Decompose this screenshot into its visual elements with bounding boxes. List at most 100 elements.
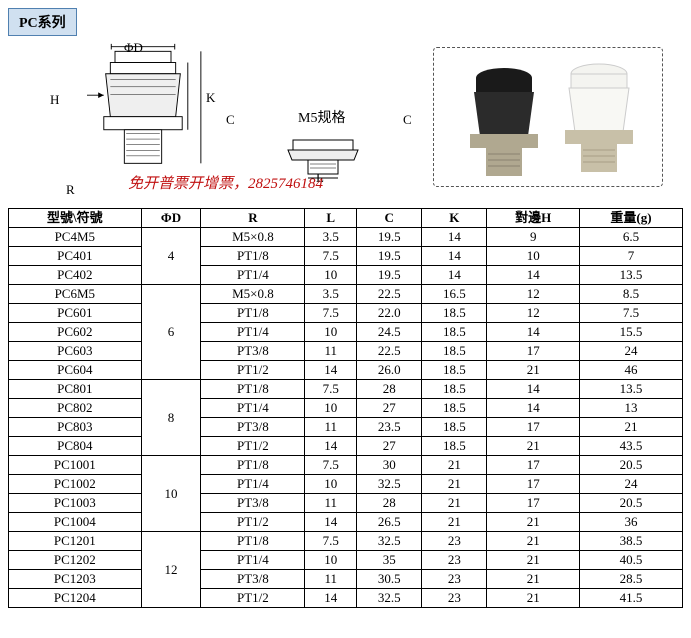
cell-value: 10	[305, 323, 357, 342]
cell-value: 11	[305, 494, 357, 513]
cell-value: 14	[305, 513, 357, 532]
cell-value: 17	[487, 418, 580, 437]
cell-value: 13.5	[580, 380, 683, 399]
cell-value: 17	[487, 475, 580, 494]
cell-phiD: 6	[141, 285, 201, 380]
cell-model: PC801	[9, 380, 142, 399]
cell-value: 11	[305, 342, 357, 361]
dim-H: H	[50, 92, 59, 108]
table-row: PC6M56M5×0.83.522.516.5128.5	[9, 285, 683, 304]
table-row: PC1002PT1/41032.5211724	[9, 475, 683, 494]
cell-model: PC802	[9, 399, 142, 418]
cell-value: 23.5	[357, 418, 422, 437]
cell-value: 14	[305, 589, 357, 608]
cell-value: 18.5	[422, 304, 487, 323]
col-H: 對邊H	[487, 209, 580, 228]
cell-value: 16.5	[422, 285, 487, 304]
col-phiD: ΦD	[141, 209, 201, 228]
cell-value: 11	[305, 418, 357, 437]
cell-value: 14	[487, 380, 580, 399]
cell-value: 3.5	[305, 285, 357, 304]
cell-value: 24	[580, 342, 683, 361]
table-row: PC1202PT1/41035232140.5	[9, 551, 683, 570]
cell-value: 23	[422, 551, 487, 570]
cell-value: 6.5	[580, 228, 683, 247]
cell-value: 38.5	[580, 532, 683, 551]
table-row: PC603PT3/81122.518.51724	[9, 342, 683, 361]
cell-value: PT1/4	[201, 323, 305, 342]
col-C: C	[357, 209, 422, 228]
cell-value: 27	[357, 399, 422, 418]
main-fitting-drawing	[83, 42, 203, 182]
cell-value: PT1/4	[201, 399, 305, 418]
series-title-badge: PC系列	[8, 8, 77, 36]
cell-model: PC1001	[9, 456, 142, 475]
cell-value: 32.5	[357, 589, 422, 608]
table-row: PC401PT1/87.519.514107	[9, 247, 683, 266]
col-L: L	[305, 209, 357, 228]
cell-value: 23	[422, 570, 487, 589]
cell-value: 7.5	[305, 380, 357, 399]
table-row: PC1004PT1/21426.5212136	[9, 513, 683, 532]
cell-model: PC604	[9, 361, 142, 380]
cell-phiD: 12	[141, 532, 201, 608]
cell-value: 7.5	[580, 304, 683, 323]
cell-value: 21	[422, 475, 487, 494]
cell-value: 18.5	[422, 323, 487, 342]
table-row: PC803PT3/81123.518.51721	[9, 418, 683, 437]
cell-value: 21	[487, 570, 580, 589]
table-row: PC120112PT1/87.532.5232138.5	[9, 532, 683, 551]
cell-value: 13	[580, 399, 683, 418]
table-header-row: 型號\符號 ΦD R L C K 對邊H 重量(g)	[9, 209, 683, 228]
cell-model: PC804	[9, 437, 142, 456]
cell-value: 19.5	[357, 247, 422, 266]
cell-value: 30	[357, 456, 422, 475]
cell-model: PC602	[9, 323, 142, 342]
cell-value: PT1/2	[201, 361, 305, 380]
cell-value: PT3/8	[201, 570, 305, 589]
table-row: PC8018PT1/87.52818.51413.5	[9, 380, 683, 399]
cell-value: 21	[422, 513, 487, 532]
cell-value: 14	[305, 361, 357, 380]
cell-value: PT1/8	[201, 247, 305, 266]
cell-value: 14	[422, 228, 487, 247]
cell-value: PT1/4	[201, 475, 305, 494]
table-row: PC804PT1/2142718.52143.5	[9, 437, 683, 456]
cell-value: 21	[487, 532, 580, 551]
cell-value: 10	[487, 247, 580, 266]
cell-model: PC601	[9, 304, 142, 323]
cell-value: 12	[487, 304, 580, 323]
cell-value: 32.5	[357, 532, 422, 551]
cell-value: 7.5	[305, 456, 357, 475]
table-row: PC100110PT1/87.530211720.5	[9, 456, 683, 475]
cell-model: PC1002	[9, 475, 142, 494]
col-K: K	[422, 209, 487, 228]
cell-value: 21	[487, 589, 580, 608]
cell-value: 3.5	[305, 228, 357, 247]
cell-model: PC4M5	[9, 228, 142, 247]
table-row: PC1203PT3/81130.5232128.5	[9, 570, 683, 589]
cell-model: PC1003	[9, 494, 142, 513]
cell-value: 35	[357, 551, 422, 570]
table-row: PC1204PT1/21432.5232141.5	[9, 589, 683, 608]
cell-model: PC1004	[9, 513, 142, 532]
cell-value: PT1/8	[201, 456, 305, 475]
cell-value: 10	[305, 475, 357, 494]
cell-value: 21	[487, 513, 580, 532]
col-weight: 重量(g)	[580, 209, 683, 228]
cell-value: PT1/4	[201, 551, 305, 570]
cell-value: 23	[422, 589, 487, 608]
cell-value: PT1/8	[201, 532, 305, 551]
cell-value: 14	[422, 247, 487, 266]
cell-phiD: 8	[141, 380, 201, 456]
cell-value: 26.5	[357, 513, 422, 532]
cell-value: PT3/8	[201, 342, 305, 361]
cell-value: PT1/8	[201, 304, 305, 323]
cell-value: 21	[580, 418, 683, 437]
cell-model: PC1203	[9, 570, 142, 589]
cell-value: 22.0	[357, 304, 422, 323]
cell-value: 7.5	[305, 247, 357, 266]
cell-value: 21	[487, 551, 580, 570]
cell-model: PC6M5	[9, 285, 142, 304]
series-title: PC系列	[19, 16, 66, 31]
